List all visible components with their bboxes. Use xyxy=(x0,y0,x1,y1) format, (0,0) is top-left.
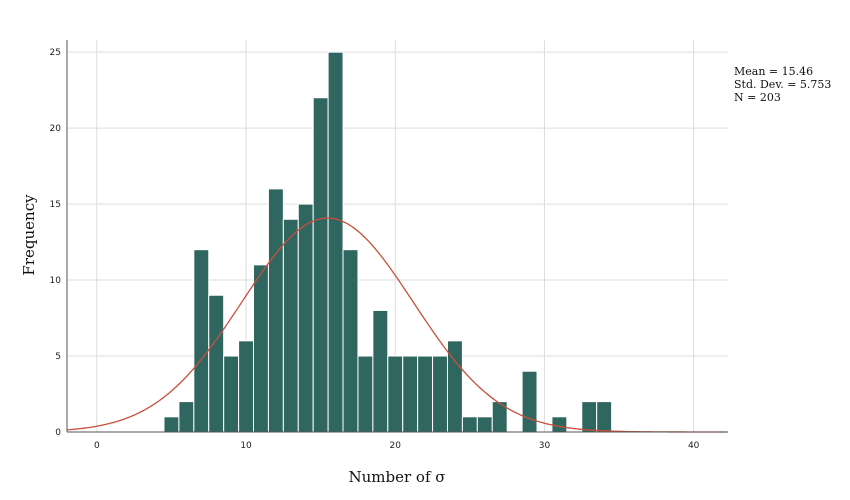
histogram-bar xyxy=(521,370,538,433)
histogram-bar xyxy=(282,218,299,433)
x-tick-label: 40 xyxy=(688,441,700,451)
histogram-bar xyxy=(223,355,240,433)
y-tick-label: 15 xyxy=(50,200,61,210)
histogram-bar xyxy=(402,355,419,433)
x-tick-label: 20 xyxy=(390,441,402,451)
histogram-bar xyxy=(163,416,180,433)
histogram-bar xyxy=(253,264,269,433)
x-tick-label: 0 xyxy=(94,441,100,451)
x-tick-label: 10 xyxy=(240,441,252,451)
histogram-bar xyxy=(476,416,493,433)
x-axis-title: Number of σ xyxy=(348,468,445,486)
histogram-bars xyxy=(163,51,613,433)
histogram-bar xyxy=(372,309,389,433)
stats-std-dev: Std. Dev. = 5.753 xyxy=(734,78,831,91)
y-axis-title: Frequency xyxy=(20,194,38,276)
histogram-bar xyxy=(461,416,478,433)
y-tick-label: 20 xyxy=(50,124,62,134)
x-tick-label: 30 xyxy=(539,441,551,451)
histogram-bar xyxy=(238,340,255,433)
stats-mean: Mean = 15.46 xyxy=(734,65,813,78)
y-tick-label: 0 xyxy=(55,428,61,438)
histogram-bar xyxy=(417,355,434,433)
histogram-bar xyxy=(357,355,374,433)
y-tick-label: 10 xyxy=(50,276,62,286)
histogram-bar xyxy=(342,249,359,433)
normal-curve-line xyxy=(66,217,727,433)
y-tick-labels: 0 5 10 15 20 25 xyxy=(50,48,62,438)
axes xyxy=(66,40,728,433)
histogram-bar xyxy=(432,355,448,433)
histogram-bar xyxy=(193,249,210,433)
histogram-bar xyxy=(267,188,284,433)
histogram-bar xyxy=(581,401,598,433)
histogram-bar xyxy=(596,401,613,433)
y-tick-label: 5 xyxy=(55,352,61,362)
histogram-bar xyxy=(327,51,344,433)
histogram-bar xyxy=(208,294,225,433)
histogram-bar xyxy=(387,355,404,433)
stats-box: Mean = 15.46 Std. Dev. = 5.753 N = 203 xyxy=(734,65,831,104)
x-tick-labels: 0 10 20 30 40 xyxy=(94,441,700,451)
histogram-bar xyxy=(297,203,314,433)
stats-n: N = 203 xyxy=(734,91,781,104)
histogram-bar xyxy=(178,401,195,433)
histogram-bar xyxy=(312,97,329,433)
y-tick-label: 25 xyxy=(50,48,61,58)
histogram-bar xyxy=(551,416,568,433)
